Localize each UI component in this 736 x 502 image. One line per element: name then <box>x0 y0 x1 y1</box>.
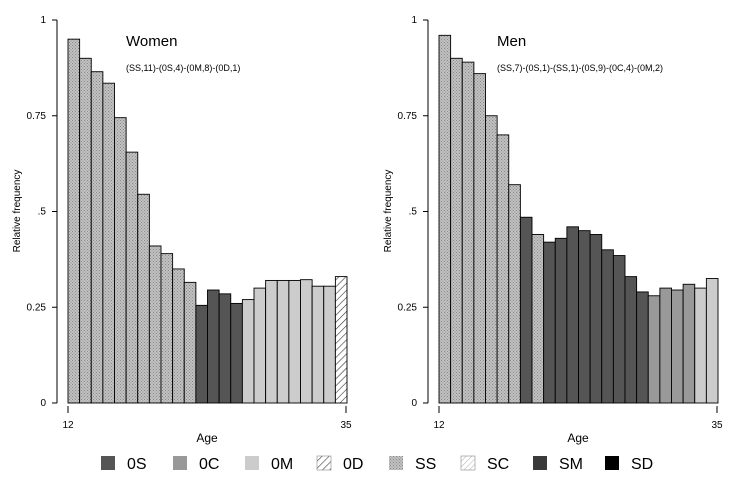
men-bar-age-22 <box>554 237 568 404</box>
legend-label-0c: 0C <box>199 456 219 473</box>
men-bar-age-33 <box>682 283 696 404</box>
men-chart-subtitle: (SS,7)-(0S,1)-(SS,1)-(0S,9)-(0C,4)-(0M,2… <box>497 63 663 73</box>
women-bar-age-15 <box>102 82 115 404</box>
women-bar-age-33 <box>311 285 325 404</box>
women-x-axis-label: Age <box>196 431 218 445</box>
women-bar-age-22 <box>183 281 197 404</box>
women-bar-age-30 <box>276 279 290 404</box>
legend-label-sc: SC <box>487 456 509 473</box>
women-bar-age-23 <box>195 304 208 404</box>
men-bar-age-17 <box>496 134 510 404</box>
women-bar-age-16 <box>114 117 127 404</box>
women-bar-age-29 <box>265 279 278 404</box>
legend-swatch-0d <box>316 455 332 471</box>
men-bar-age-34 <box>694 287 707 404</box>
women-y-tick-label: 0.25 <box>27 302 47 313</box>
men-bar-age-31 <box>659 287 672 404</box>
men-bar-age-14 <box>461 61 475 404</box>
legend-label-0d: 0D <box>343 456 363 473</box>
women-bar-age-21 <box>172 268 185 404</box>
men-y-tick-label: 0 <box>411 398 417 409</box>
men-bar-age-16 <box>485 115 498 404</box>
women-y-tick-label: .5 <box>38 207 47 218</box>
legend-label-sm: SM <box>559 456 583 473</box>
legend-swatch-sc <box>460 455 476 471</box>
legend-label-0s: 0S <box>127 456 147 473</box>
men-bar-age-27 <box>612 255 626 404</box>
men-bar-age-25 <box>589 234 603 404</box>
women-y-tick-label: 0.75 <box>27 111 47 122</box>
men-bar-age-13 <box>450 57 463 404</box>
women-bar-age-17 <box>125 151 139 404</box>
women-chart-subtitle: (SS,11)-(0S,4)-(0M,8)-(0D,1) <box>126 63 240 73</box>
women-bar-age-20 <box>160 253 174 404</box>
men-x-tick-label-start: 12 <box>433 420 445 431</box>
legend-swatch-sm <box>533 456 547 470</box>
women-bar-age-35 <box>334 276 348 404</box>
men-chart-title: Men <box>497 33 526 50</box>
men-x-axis-label: Age <box>567 431 589 445</box>
men-bar-age-32 <box>671 289 684 404</box>
women-bar-age-19 <box>148 245 162 404</box>
women-y-tick-label: 1 <box>40 15 46 26</box>
legend-swatch-ss <box>389 456 403 470</box>
men-chart-panel: Relative frequency Men (SS,7)-(0S,1)-(SS… <box>383 15 723 445</box>
women-bar-age-12 <box>67 38 81 404</box>
women-bar-age-18 <box>137 193 150 404</box>
women-bar-age-14 <box>90 71 104 404</box>
men-bar-age-15 <box>473 73 486 404</box>
women-y-axis-label: Relative frequency <box>12 170 23 253</box>
women-bar-age-13 <box>79 57 92 404</box>
men-y-axis-label: Relative frequency <box>383 170 394 253</box>
men-bar-age-26 <box>601 249 614 404</box>
men-bar-age-21 <box>543 241 556 404</box>
men-bar-age-12 <box>438 34 452 404</box>
men-bar-age-35 <box>705 278 719 404</box>
men-bar-age-20 <box>531 234 545 404</box>
men-y-tick-label: .5 <box>409 207 418 218</box>
women-bar-age-32 <box>300 279 313 404</box>
men-bar-age-30 <box>647 295 661 404</box>
men-bar-age-29 <box>636 291 649 404</box>
men-y-tick-label: 1 <box>411 15 417 26</box>
women-bar-age-31 <box>288 279 301 404</box>
women-bar-age-26 <box>230 302 243 404</box>
women-chart-panel: Relative frequency Women (SS,11)-(0S,4)-… <box>12 15 352 445</box>
men-bar-age-19 <box>519 216 533 404</box>
men-bar-age-24 <box>578 230 591 404</box>
men-y-tick-label: 0.25 <box>398 302 418 313</box>
legend-swatch-0s <box>101 456 115 470</box>
women-bar-age-27 <box>241 299 255 404</box>
legend-swatch-0m <box>245 456 259 470</box>
legend-label-sd: SD <box>631 456 653 473</box>
legend-label-ss: SS <box>415 456 436 473</box>
women-bar-age-25 <box>218 293 232 404</box>
women-bar-age-28 <box>253 287 267 404</box>
women-y-tick-label: 0 <box>40 398 46 409</box>
legend: 0S 0C 0M 0D SS SC SM SD <box>101 455 653 473</box>
women-bar-age-34 <box>323 285 336 404</box>
women-chart-title: Women <box>126 33 177 50</box>
women-bar-age-24 <box>207 289 220 404</box>
women-x-tick-label-start: 12 <box>62 420 74 431</box>
legend-swatch-sd <box>605 456 619 470</box>
men-bar-age-18 <box>508 184 521 404</box>
men-bar-age-28 <box>624 276 638 404</box>
men-bar-age-23 <box>566 226 579 404</box>
legend-label-0m: 0M <box>271 456 293 473</box>
legend-swatch-0c <box>173 456 187 470</box>
men-y-tick-label: 0.75 <box>398 111 418 122</box>
men-x-tick-label-end: 35 <box>711 420 723 431</box>
women-x-tick-label-end: 35 <box>340 420 352 431</box>
